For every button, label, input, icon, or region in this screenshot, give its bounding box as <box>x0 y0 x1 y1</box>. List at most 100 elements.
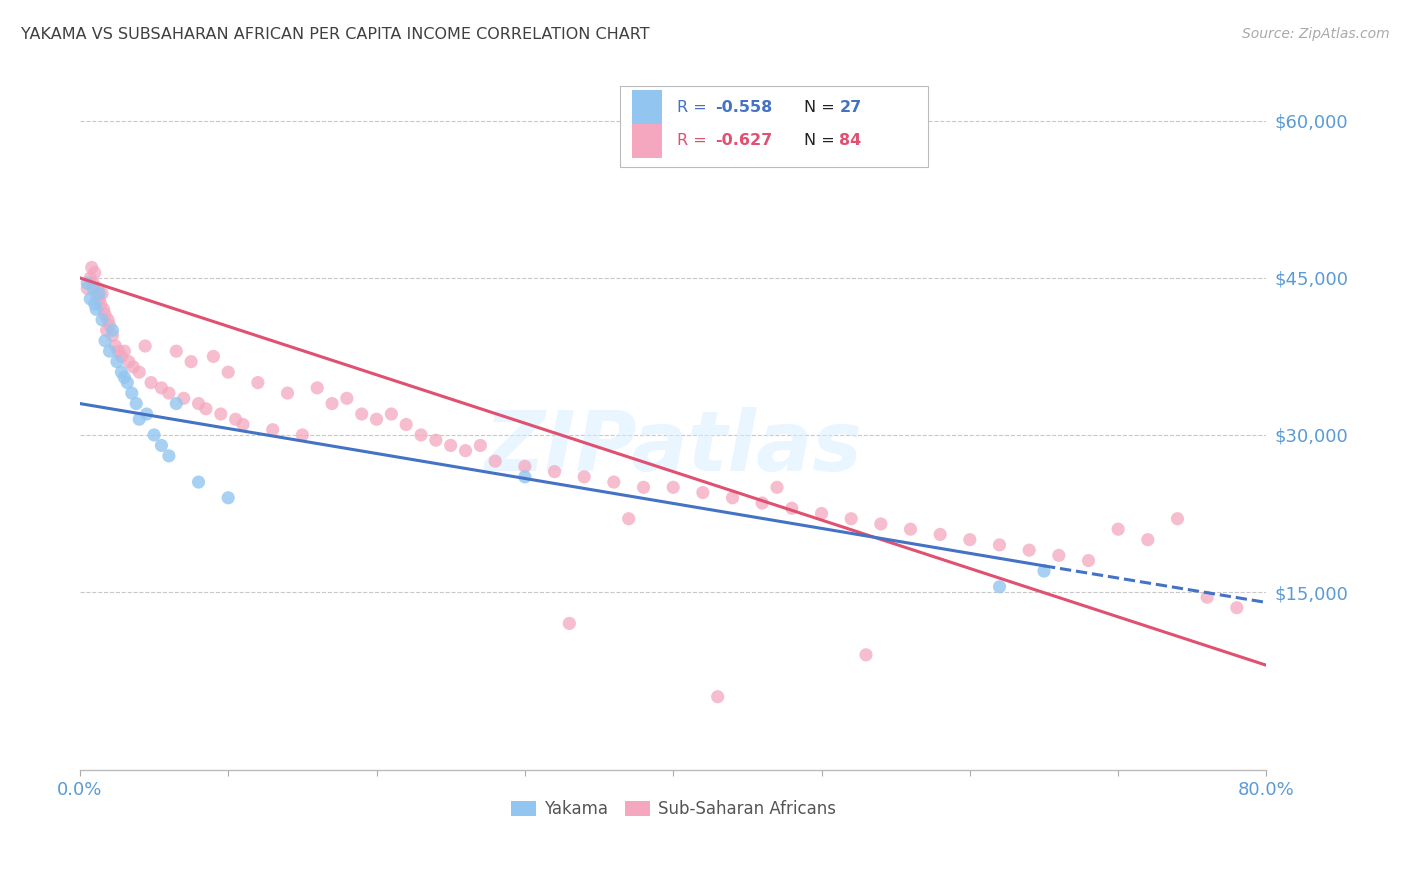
Sub-Saharan Africans <box>839 512 862 526</box>
Sub-Saharan Africans <box>1226 600 1249 615</box>
Legend: Yakama, Sub-Saharan Africans: Yakama, Sub-Saharan Africans <box>503 794 842 825</box>
Sub-Saharan Africans <box>1107 522 1129 536</box>
Yakama <box>91 313 114 327</box>
Sub-Saharan Africans <box>988 538 1011 552</box>
Text: N =: N = <box>804 100 839 114</box>
Sub-Saharan Africans <box>1077 553 1099 567</box>
Sub-Saharan Africans <box>83 266 105 280</box>
Sub-Saharan Africans <box>409 428 432 442</box>
Sub-Saharan Africans <box>869 516 891 531</box>
Yakama <box>83 297 105 311</box>
Sub-Saharan Africans <box>425 433 447 447</box>
Sub-Saharan Africans <box>101 328 124 343</box>
Sub-Saharan Africans <box>603 475 626 489</box>
Sub-Saharan Africans <box>572 470 595 484</box>
Sub-Saharan Africans <box>513 459 536 474</box>
Sub-Saharan Africans <box>751 496 773 510</box>
Sub-Saharan Africans <box>107 344 129 359</box>
Sub-Saharan Africans <box>307 381 329 395</box>
Sub-Saharan Africans <box>232 417 254 432</box>
Text: R =: R = <box>676 133 711 148</box>
Yakama <box>150 438 173 452</box>
Yakama <box>76 276 98 290</box>
Sub-Saharan Africans <box>321 396 343 410</box>
Yakama <box>94 334 117 348</box>
Sub-Saharan Africans <box>1197 591 1219 605</box>
Sub-Saharan Africans <box>225 412 247 426</box>
Sub-Saharan Africans <box>900 522 922 536</box>
Sub-Saharan Africans <box>98 318 121 332</box>
Sub-Saharan Africans <box>90 297 112 311</box>
Yakama <box>105 354 128 368</box>
Yakama <box>128 412 150 426</box>
Sub-Saharan Africans <box>112 344 135 359</box>
Sub-Saharan Africans <box>959 533 981 547</box>
Sub-Saharan Africans <box>1136 533 1159 547</box>
Sub-Saharan Africans <box>276 386 298 401</box>
Sub-Saharan Africans <box>217 365 239 379</box>
Sub-Saharan Africans <box>110 350 132 364</box>
Yakama <box>125 396 148 410</box>
Sub-Saharan Africans <box>336 392 359 406</box>
Sub-Saharan Africans <box>395 417 418 432</box>
Sub-Saharan Africans <box>855 648 877 662</box>
Sub-Saharan Africans <box>202 350 225 364</box>
Sub-Saharan Africans <box>96 323 118 337</box>
Yakama <box>101 323 124 337</box>
Sub-Saharan Africans <box>366 412 388 426</box>
Sub-Saharan Africans <box>246 376 269 390</box>
Sub-Saharan Africans <box>262 423 284 437</box>
Sub-Saharan Africans <box>780 501 803 516</box>
Yakama <box>79 292 101 306</box>
Yakama <box>121 386 143 401</box>
Sub-Saharan Africans <box>97 313 120 327</box>
Sub-Saharan Africans <box>543 465 565 479</box>
Sub-Saharan Africans <box>157 386 180 401</box>
Sub-Saharan Africans <box>1018 543 1040 558</box>
Sub-Saharan Africans <box>84 286 107 301</box>
Yakama <box>135 407 157 421</box>
Sub-Saharan Africans <box>558 616 581 631</box>
Sub-Saharan Africans <box>80 260 103 275</box>
Sub-Saharan Africans <box>165 344 187 359</box>
Sub-Saharan Africans <box>76 281 98 295</box>
Text: ZIPatlas: ZIPatlas <box>484 407 862 488</box>
Sub-Saharan Africans <box>139 376 162 390</box>
Sub-Saharan Africans <box>721 491 744 505</box>
Sub-Saharan Africans <box>706 690 728 704</box>
Sub-Saharan Africans <box>128 365 150 379</box>
Sub-Saharan Africans <box>104 339 127 353</box>
Yakama <box>84 302 107 317</box>
Sub-Saharan Africans <box>209 407 232 421</box>
Text: -0.558: -0.558 <box>714 100 772 114</box>
Yakama <box>110 365 132 379</box>
Sub-Saharan Africans <box>79 271 101 285</box>
Sub-Saharan Africans <box>122 359 145 374</box>
Sub-Saharan Africans <box>173 392 195 406</box>
Sub-Saharan Africans <box>150 381 173 395</box>
Sub-Saharan Africans <box>180 354 202 368</box>
Y-axis label: Per Capita Income: Per Capita Income <box>0 349 7 490</box>
Sub-Saharan Africans <box>810 507 832 521</box>
Sub-Saharan Africans <box>470 438 492 452</box>
Sub-Saharan Africans <box>134 339 156 353</box>
Sub-Saharan Africans <box>929 527 952 541</box>
Yakama <box>988 580 1011 594</box>
Yakama <box>217 491 239 505</box>
Yakama <box>157 449 180 463</box>
Yakama <box>513 470 536 484</box>
Yakama <box>82 281 104 295</box>
Sub-Saharan Africans <box>662 480 685 494</box>
Yakama <box>187 475 209 489</box>
Sub-Saharan Africans <box>633 480 655 494</box>
Sub-Saharan Africans <box>118 354 141 368</box>
Yakama <box>89 286 111 301</box>
Text: R =: R = <box>676 100 711 114</box>
Text: 27: 27 <box>839 100 862 114</box>
Yakama <box>112 370 135 384</box>
Sub-Saharan Africans <box>350 407 373 421</box>
Yakama <box>98 344 121 359</box>
Text: -0.627: -0.627 <box>714 133 772 148</box>
Yakama <box>143 428 166 442</box>
Sub-Saharan Africans <box>766 480 789 494</box>
